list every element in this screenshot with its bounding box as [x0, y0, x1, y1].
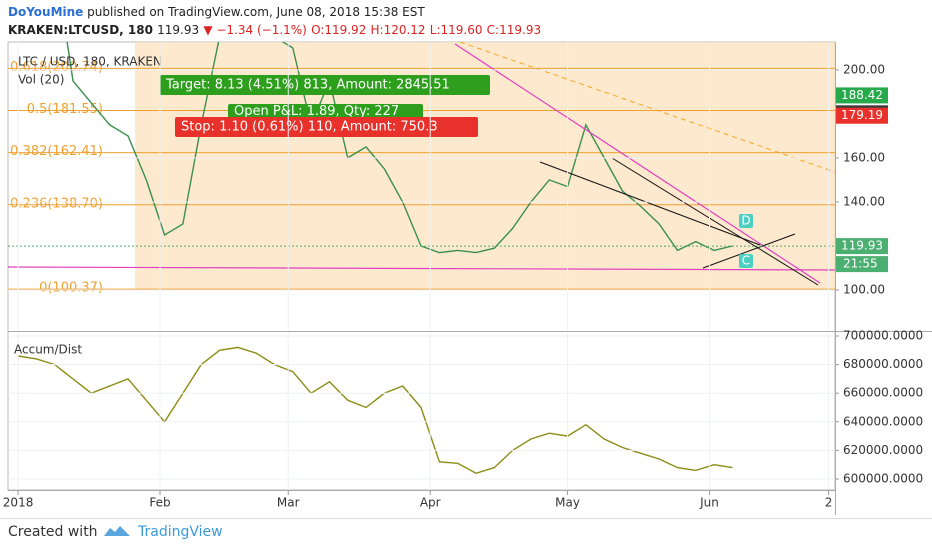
x-tick-label: Apr: [420, 496, 441, 510]
fib-label: 0(100.37): [39, 281, 103, 296]
low: L:119.60: [430, 23, 483, 37]
high: H:120.12: [371, 23, 426, 37]
trendline: [611, 157, 819, 286]
close: C:119.93: [487, 23, 541, 37]
price-tag: [836, 87, 888, 104]
published: published on TradingView.com, June 08, 2…: [87, 5, 425, 19]
price-tag-label: 119.93: [841, 239, 883, 253]
y-tick-label: 200.00: [843, 62, 885, 76]
position-box: [160, 75, 490, 95]
indicator-title: Accum/Dist: [14, 343, 82, 357]
x-tick-label: 2018: [3, 496, 34, 510]
x-tick-label: Feb: [149, 496, 170, 510]
y-tick-label: 620000.0000: [843, 443, 923, 457]
marker-label: D: [741, 214, 750, 228]
countdown-label: 21:55: [843, 257, 878, 271]
open: O:119.92: [311, 23, 366, 37]
drawings: [8, 42, 835, 286]
footer-created: Created with: [8, 524, 98, 540]
y-tick-label: 700000.0000: [843, 329, 923, 343]
position-box: [228, 104, 423, 119]
marker-label: C: [742, 254, 750, 268]
trendline: [702, 233, 796, 269]
x-tick-label: 2: [825, 496, 833, 510]
author[interactable]: DoYouMine: [8, 5, 83, 19]
y-tick-label: 640000.0000: [843, 414, 923, 428]
symbol-line: KRAKEN:LTCUSD, 180 119.93 ▼ −1.34 (−1.1%…: [8, 23, 541, 37]
y-tick-label: 600000.0000: [843, 471, 923, 485]
y-tick-label: 100.00: [843, 282, 885, 296]
legend-title: LTC / USD, 180, KRAKEN: [18, 55, 162, 69]
price-tag: [836, 238, 888, 255]
fib-label: 0.382(162.41): [10, 144, 103, 159]
footer-brand[interactable]: TradingView: [137, 524, 223, 540]
header-line: DoYouMine published on TradingView.com, …: [8, 5, 425, 19]
y-tick-label: 660000.0000: [843, 386, 923, 400]
x-tick-label: May: [555, 496, 580, 510]
position-label: Target: 8.13 (4.51%) 813, Amount: 2845.5…: [165, 78, 450, 93]
indicator-label: Vol (20): [18, 73, 64, 87]
y-tick-label: 140.00: [843, 194, 885, 208]
last: 119.93: [157, 23, 199, 37]
series-line: [17, 346, 733, 475]
trendline: [454, 43, 821, 284]
fib-label: 0.5(181.55): [27, 102, 103, 117]
y-tick-label: 680000.0000: [843, 357, 923, 371]
fib-label: 0.236(138.70): [10, 196, 103, 211]
marker-box: [739, 254, 753, 268]
position-label: Open P&L: 1.89, Qty: 227: [234, 104, 399, 119]
accum-pane: [17, 346, 733, 475]
position-label: Stop: 1.10 (0.61%) 110, Amount: 750.3: [181, 120, 438, 135]
price-tag-label: 188.42: [841, 88, 883, 102]
marker-box: [739, 214, 753, 228]
trendline: [539, 161, 761, 246]
countdown-tag: [836, 256, 888, 273]
position-box: [175, 117, 478, 137]
price-tag-label: 179.19: [841, 108, 883, 122]
x-tick-label: Mar: [277, 496, 300, 510]
logo: [104, 526, 130, 536]
symbol: KRAKEN:LTCUSD, 180: [8, 23, 153, 37]
price-tag: [836, 107, 888, 124]
change: ▼ −1.34 (−1.1%): [203, 23, 307, 37]
y-tick-label: 160.00: [843, 150, 885, 164]
trendline: [8, 266, 835, 271]
x-tick-label: Jun: [699, 496, 719, 510]
fib-label: 0.618(200.74): [10, 60, 103, 75]
trendline: [459, 42, 835, 173]
